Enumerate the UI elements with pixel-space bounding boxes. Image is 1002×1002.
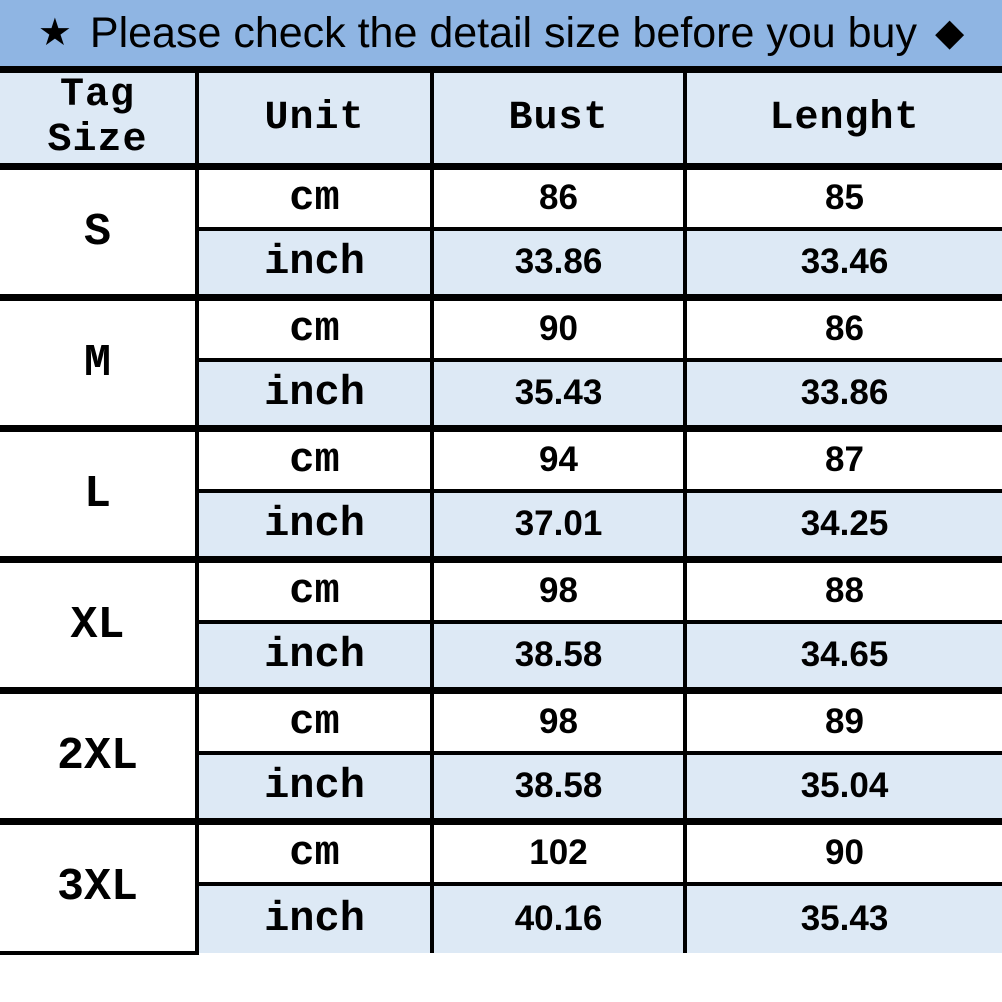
bust-value: 98 bbox=[430, 556, 687, 624]
row-xl-inch: inch 38.58 34.65 bbox=[0, 619, 1002, 693]
bust-value: 33.86 bbox=[430, 226, 687, 300]
unit-label: cm bbox=[195, 818, 434, 886]
bust-value: 38.58 bbox=[430, 619, 687, 693]
size-label-l: L bbox=[0, 425, 199, 562]
size-label-2xl: 2XL bbox=[0, 687, 199, 824]
length-value: 87 bbox=[683, 425, 1002, 493]
header-length: Lenght bbox=[683, 66, 1002, 170]
row-xl-cm: XL cm 98 88 bbox=[0, 556, 1002, 693]
row-l-inch: inch 37.01 34.25 bbox=[0, 488, 1002, 562]
header-unit: Unit bbox=[195, 66, 434, 170]
length-value: 88 bbox=[683, 556, 1002, 624]
unit-label: inch bbox=[195, 488, 434, 562]
row-2xl-cm: 2XL cm 98 89 bbox=[0, 687, 1002, 824]
length-value: 33.86 bbox=[683, 357, 1002, 431]
unit-label: cm bbox=[195, 425, 434, 493]
length-value: 35.04 bbox=[683, 750, 1002, 824]
header-row: Tag Size Unit Bust Lenght bbox=[0, 66, 1002, 170]
size-label-s: S bbox=[0, 163, 199, 300]
unit-label: inch bbox=[195, 750, 434, 824]
unit-label: inch bbox=[195, 619, 434, 693]
row-s-cm: S cm 86 85 bbox=[0, 163, 1002, 300]
unit-label: inch bbox=[195, 357, 434, 431]
length-value: 35.43 bbox=[683, 881, 1002, 953]
bust-value: 35.43 bbox=[430, 357, 687, 431]
row-s-inch: inch 33.86 33.46 bbox=[0, 226, 1002, 300]
bust-value: 38.58 bbox=[430, 750, 687, 824]
row-2xl-inch: inch 38.58 35.04 bbox=[0, 750, 1002, 824]
row-m-inch: inch 35.43 33.86 bbox=[0, 357, 1002, 431]
unit-label: cm bbox=[195, 556, 434, 624]
bust-value: 102 bbox=[430, 818, 687, 886]
size-label-m: M bbox=[0, 294, 199, 431]
header-bust: Bust bbox=[430, 66, 687, 170]
length-value: 86 bbox=[683, 294, 1002, 362]
length-value: 89 bbox=[683, 687, 1002, 755]
bust-value: 40.16 bbox=[430, 881, 687, 953]
length-value: 85 bbox=[683, 163, 1002, 231]
bust-value: 90 bbox=[430, 294, 687, 362]
bust-value: 98 bbox=[430, 687, 687, 755]
bust-value: 86 bbox=[430, 163, 687, 231]
row-3xl-cm: 3XL cm 102 90 bbox=[0, 818, 1002, 955]
unit-label: cm bbox=[195, 687, 434, 755]
length-value: 33.46 bbox=[683, 226, 1002, 300]
length-value: 34.25 bbox=[683, 488, 1002, 562]
row-3xl-inch: inch 40.16 35.43 bbox=[0, 881, 1002, 953]
length-value: 34.65 bbox=[683, 619, 1002, 693]
unit-label: cm bbox=[195, 163, 434, 231]
bust-value: 94 bbox=[430, 425, 687, 493]
header-tag-size: Tag Size bbox=[0, 66, 199, 170]
star-icon: ★ bbox=[37, 12, 72, 54]
notice-text: Please check the detail size before you … bbox=[89, 8, 917, 57]
unit-label: inch bbox=[195, 226, 434, 300]
size-label-xl: XL bbox=[0, 556, 199, 693]
length-value: 90 bbox=[683, 818, 1002, 886]
unit-label: cm bbox=[195, 294, 434, 362]
unit-label: inch bbox=[195, 881, 434, 953]
bust-value: 37.01 bbox=[430, 488, 687, 562]
size-table: Tag Size Unit Bust Lenght S cm 86 85 inc… bbox=[0, 66, 1002, 955]
size-label-3xl: 3XL bbox=[0, 818, 199, 955]
row-l-cm: L cm 94 87 bbox=[0, 425, 1002, 562]
diamond-icon: ◆ bbox=[934, 12, 965, 54]
row-m-cm: M cm 90 86 bbox=[0, 294, 1002, 431]
notice-banner: ★ Please check the detail size before yo… bbox=[0, 0, 1002, 66]
